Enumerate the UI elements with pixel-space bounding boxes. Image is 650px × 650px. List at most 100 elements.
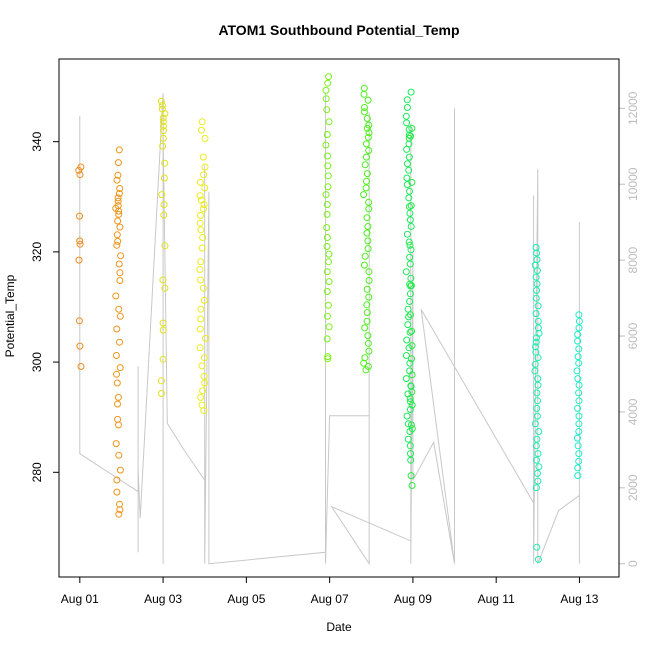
data-point — [115, 421, 122, 429]
y2-tick-label: 2000 — [626, 474, 640, 501]
data-point — [406, 328, 414, 336]
data-point — [198, 362, 206, 370]
data-point — [159, 114, 167, 122]
data-point — [323, 210, 331, 218]
data-point — [197, 226, 205, 234]
data-point — [197, 393, 205, 401]
data-point — [324, 162, 332, 170]
data-point — [75, 256, 83, 264]
data-point — [161, 159, 169, 167]
y-tick-label: 280 — [30, 462, 44, 482]
data-point — [574, 464, 582, 472]
data-point — [114, 415, 122, 423]
data-point — [157, 97, 165, 105]
data-point — [198, 126, 205, 134]
data-point — [160, 211, 168, 219]
data-point — [406, 367, 414, 375]
data-point — [532, 484, 540, 492]
data-point — [159, 127, 167, 135]
data-point — [406, 406, 414, 413]
data-point — [575, 457, 583, 465]
data-point — [404, 420, 412, 428]
data-point — [323, 242, 331, 250]
data-point — [361, 108, 368, 116]
data-point — [532, 310, 540, 318]
data-point — [199, 153, 207, 161]
data-point — [75, 317, 83, 325]
data-point — [160, 201, 168, 208]
data-point — [114, 237, 122, 245]
data-point — [325, 73, 333, 81]
data-point — [406, 241, 414, 249]
data-point — [362, 366, 370, 374]
data-point — [200, 201, 208, 208]
data-point — [532, 442, 540, 450]
data-point — [365, 205, 373, 213]
data-point — [575, 345, 583, 353]
data-point — [407, 450, 414, 458]
data-point — [361, 161, 369, 169]
y2-tick-label: 4000 — [626, 398, 640, 425]
data-point — [404, 305, 412, 313]
data-point — [112, 440, 120, 448]
data-point — [575, 389, 583, 397]
data-point — [403, 230, 411, 238]
data-point — [533, 334, 540, 342]
data-point — [158, 191, 166, 199]
data-point — [114, 393, 122, 401]
data-point — [113, 379, 121, 387]
data-point — [363, 124, 371, 132]
data-point — [116, 312, 124, 320]
y2-tick-label: 10000 — [626, 167, 640, 201]
data-point — [365, 198, 373, 206]
y2-tick-label: 8000 — [626, 246, 640, 273]
data-point — [115, 510, 123, 518]
series-5 — [360, 84, 373, 374]
data-point — [365, 268, 373, 276]
data-point — [402, 112, 410, 120]
data-point — [75, 166, 83, 174]
series-3 — [196, 118, 209, 415]
y-tick-label: 320 — [30, 242, 44, 262]
data-point — [531, 360, 539, 368]
data-point — [574, 472, 582, 480]
data-point — [533, 412, 541, 420]
data-point — [575, 359, 583, 367]
data-point — [407, 456, 415, 464]
data-point — [407, 398, 414, 406]
data-point — [406, 298, 414, 305]
data-point — [196, 344, 204, 352]
y2-tick-label: 0 — [626, 560, 640, 567]
data-point — [77, 363, 85, 370]
data-point — [402, 375, 410, 383]
data-point — [198, 118, 206, 126]
data-point — [405, 194, 413, 202]
series-1 — [112, 146, 125, 518]
data-point — [196, 178, 204, 186]
data-point — [115, 146, 123, 154]
data-point — [159, 101, 166, 109]
data-point — [405, 153, 413, 161]
data-point — [364, 332, 372, 340]
data-point — [363, 301, 371, 309]
data-point — [532, 294, 540, 302]
data-point — [404, 321, 412, 329]
data-point — [201, 184, 209, 192]
series-2 — [157, 97, 169, 397]
data-point — [533, 280, 541, 288]
data-point — [114, 194, 122, 202]
data-point — [573, 434, 581, 442]
data-point — [535, 463, 543, 471]
data-point — [362, 184, 370, 192]
data-point — [532, 273, 540, 281]
x-tick-label: Aug 03 — [144, 592, 182, 606]
data-point — [406, 442, 414, 450]
data-point — [406, 428, 414, 435]
data-point — [362, 153, 370, 161]
data-point — [364, 96, 372, 104]
data-point — [113, 325, 121, 333]
data-point — [533, 435, 541, 443]
data-point — [406, 253, 414, 261]
data-point — [575, 412, 583, 420]
